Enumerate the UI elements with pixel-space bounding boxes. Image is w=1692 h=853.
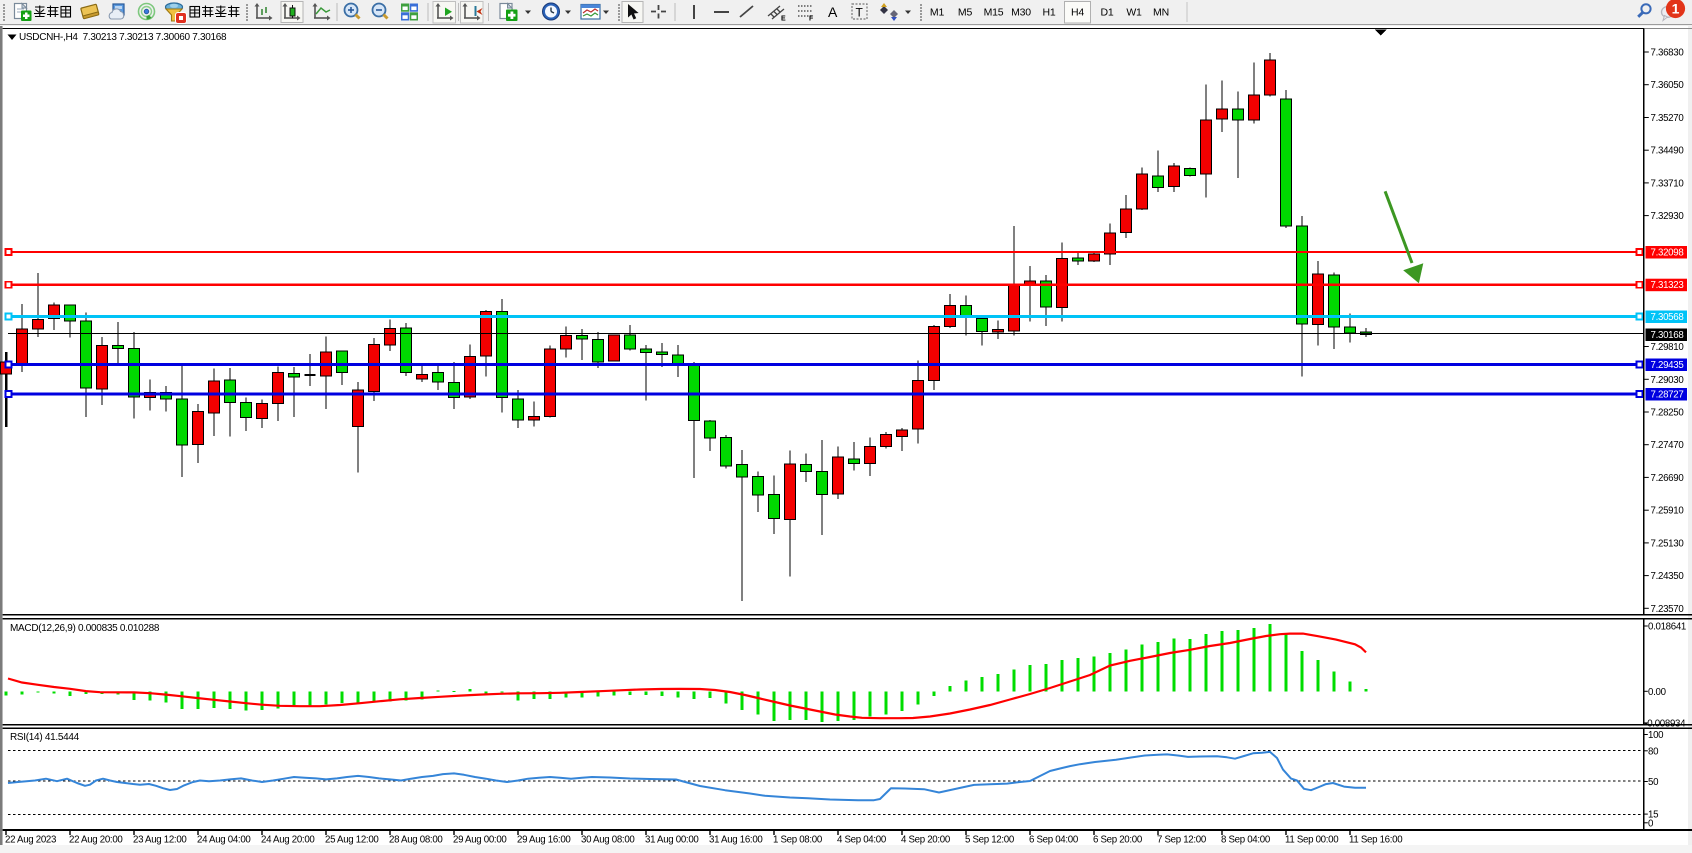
svg-text:31 Aug 00:00: 31 Aug 00:00 <box>645 835 699 846</box>
svg-text:H4: H4 <box>1071 7 1084 19</box>
svg-text:0.00: 0.00 <box>1648 687 1667 698</box>
svg-text:25 Aug 12:00: 25 Aug 12:00 <box>325 835 379 846</box>
svg-text:11 Sep 00:00: 11 Sep 00:00 <box>1285 835 1339 846</box>
svg-text:M5: M5 <box>958 7 973 19</box>
svg-text:4 Sep 04:00: 4 Sep 04:00 <box>837 835 887 846</box>
svg-text:7.33710: 7.33710 <box>1651 178 1685 189</box>
svg-text:A: A <box>828 4 838 20</box>
svg-text:7.26690: 7.26690 <box>1651 473 1685 484</box>
svg-text:7.30568: 7.30568 <box>1651 312 1684 323</box>
svg-text:1: 1 <box>1672 1 1680 17</box>
svg-text:29 Aug 00:00: 29 Aug 00:00 <box>453 835 507 846</box>
svg-text:M15: M15 <box>984 7 1004 19</box>
svg-text:8 Sep 04:00: 8 Sep 04:00 <box>1221 835 1271 846</box>
svg-text:7.25910: 7.25910 <box>1651 506 1685 517</box>
svg-text:24 Aug 20:00: 24 Aug 20:00 <box>261 835 315 846</box>
svg-text:6 Sep 20:00: 6 Sep 20:00 <box>1093 835 1143 846</box>
svg-text:15: 15 <box>1648 810 1658 821</box>
svg-text:11 Sep 16:00: 11 Sep 16:00 <box>1349 835 1403 846</box>
svg-text:4 Sep 20:00: 4 Sep 20:00 <box>901 835 951 846</box>
svg-text:MACD(12,26,9) 0.000835 0.01028: MACD(12,26,9) 0.000835 0.010288 <box>10 623 160 634</box>
svg-text:MN: MN <box>1153 7 1169 19</box>
svg-text:RSI(14) 41.5444: RSI(14) 41.5444 <box>10 732 80 743</box>
svg-text:M1: M1 <box>930 7 945 19</box>
svg-text:7.27470: 7.27470 <box>1651 440 1685 451</box>
svg-text:7.36050: 7.36050 <box>1651 80 1685 91</box>
svg-text:7.23570: 7.23570 <box>1651 604 1685 615</box>
svg-text:29 Aug 16:00: 29 Aug 16:00 <box>517 835 571 846</box>
svg-text:80: 80 <box>1648 746 1659 757</box>
svg-text:7.35270: 7.35270 <box>1651 113 1685 124</box>
svg-text:E: E <box>781 16 786 23</box>
svg-text:0: 0 <box>1648 818 1654 829</box>
svg-text:M30: M30 <box>1011 7 1031 19</box>
svg-text:USDCNH-,H4 7.30213 7.30213 7.: USDCNH-,H4 7.30213 7.30213 7.30060 7.301… <box>19 32 227 43</box>
svg-text:7.28250: 7.28250 <box>1651 408 1685 419</box>
svg-text:-0.008934: -0.008934 <box>1644 718 1686 729</box>
svg-text:7.24350: 7.24350 <box>1651 571 1685 582</box>
svg-text:5 Sep 12:00: 5 Sep 12:00 <box>965 835 1015 846</box>
svg-text:23 Aug 12:00: 23 Aug 12:00 <box>133 835 187 846</box>
svg-text:7.32098: 7.32098 <box>1651 248 1684 259</box>
svg-text:7.29030: 7.29030 <box>1651 375 1685 386</box>
svg-text:7.36830: 7.36830 <box>1651 48 1685 59</box>
svg-text:7.29810: 7.29810 <box>1651 342 1685 353</box>
svg-text:1 Sep 08:00: 1 Sep 08:00 <box>773 835 823 846</box>
svg-text:100: 100 <box>1648 730 1664 741</box>
svg-text:30 Aug 08:00: 30 Aug 08:00 <box>581 835 635 846</box>
svg-text:F: F <box>809 16 814 23</box>
svg-text:24 Aug 04:00: 24 Aug 04:00 <box>197 835 251 846</box>
svg-text:H1: H1 <box>1042 7 1055 19</box>
svg-text:7.28727: 7.28727 <box>1651 390 1684 401</box>
svg-text:22 Aug 20:00: 22 Aug 20:00 <box>69 835 123 846</box>
svg-text:7.30168: 7.30168 <box>1651 330 1684 341</box>
svg-text:7.29435: 7.29435 <box>1651 360 1684 371</box>
svg-text:31 Aug 16:00: 31 Aug 16:00 <box>709 835 763 846</box>
svg-text:22 Aug 2023: 22 Aug 2023 <box>5 835 56 846</box>
svg-text:0.018641: 0.018641 <box>1648 622 1686 633</box>
svg-text:7.25130: 7.25130 <box>1651 538 1685 549</box>
svg-text:50: 50 <box>1648 777 1659 788</box>
svg-text:7.32930: 7.32930 <box>1651 211 1685 222</box>
svg-text:7.34490: 7.34490 <box>1651 146 1685 157</box>
svg-text:6 Sep 04:00: 6 Sep 04:00 <box>1029 835 1079 846</box>
svg-text:7 Sep 12:00: 7 Sep 12:00 <box>1157 835 1207 846</box>
svg-text:28 Aug 08:00: 28 Aug 08:00 <box>389 835 443 846</box>
svg-text:T: T <box>856 6 864 20</box>
svg-text:7.31323: 7.31323 <box>1651 280 1684 291</box>
svg-text:W1: W1 <box>1126 7 1142 19</box>
svg-text:D1: D1 <box>1100 7 1113 19</box>
